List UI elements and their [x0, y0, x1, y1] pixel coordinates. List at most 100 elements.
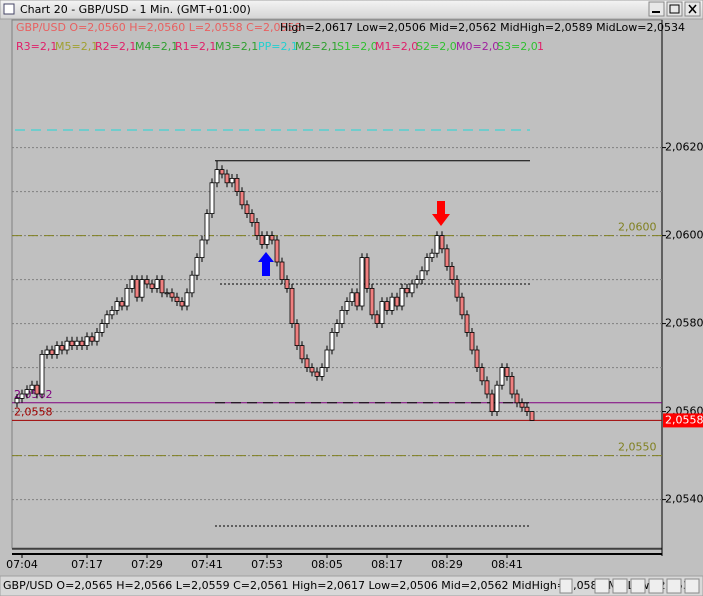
candle-body — [464, 314, 470, 333]
y-tick-label: 2,0540 — [665, 493, 703, 506]
candle-body — [124, 287, 130, 307]
candle-body — [219, 169, 225, 175]
candle-body — [109, 309, 115, 316]
candle-body — [489, 393, 495, 413]
x-tick-label: 08:29 — [431, 558, 463, 571]
candle-body — [214, 169, 220, 184]
candle-body — [384, 301, 390, 311]
candle-body — [454, 279, 460, 298]
candle-body — [99, 323, 105, 333]
last-price-label: 2,0558 — [665, 413, 703, 426]
status-buttons[interactable] — [559, 578, 700, 594]
candle-body — [514, 393, 520, 404]
pivot-label: 1 — [537, 40, 544, 53]
candle-body — [459, 296, 465, 316]
maximize-button[interactable] — [666, 1, 683, 17]
toolbar-button[interactable] — [684, 578, 700, 594]
candle-body — [309, 367, 315, 373]
toolbar-button[interactable] — [612, 578, 628, 594]
candle-body — [299, 345, 305, 360]
pivot-label: M5=2,1 — [55, 40, 98, 53]
toolbar-button[interactable] — [666, 578, 682, 594]
candle-body — [114, 301, 120, 311]
candle-body — [484, 380, 490, 395]
status-text: GBP/USD O=2,0565 H=2,0566 L=2,0559 C=2,0… — [3, 579, 697, 592]
candle-body — [69, 340, 75, 347]
candle-body — [519, 402, 525, 408]
candle-body — [374, 314, 380, 324]
candle-body — [229, 177, 235, 184]
candle-body — [144, 279, 150, 285]
toolbar-button[interactable] — [648, 578, 664, 594]
candle-body — [294, 323, 300, 347]
pivot-label: M4=2,1 — [135, 40, 178, 53]
candle-body — [149, 283, 155, 289]
pivot-label: S2=2,0 — [416, 40, 457, 53]
candle-body — [334, 323, 340, 333]
candle-body — [424, 257, 430, 272]
candle-body — [284, 279, 290, 289]
y-tick-label: 2,0620 — [665, 141, 703, 154]
pivot-label: S3=2,0 — [497, 40, 538, 53]
candle-body — [449, 265, 455, 280]
day-stats: High=2,0617 Low=2,0506 Mid=2,0562 MidHig… — [280, 21, 685, 34]
candle-body — [339, 309, 345, 324]
candle-body — [74, 340, 80, 347]
candle-body — [139, 279, 145, 298]
marks: 2,06202,06002,05802,05602,0540R3=2,1M5=2… — [6, 40, 703, 571]
candle-body — [249, 213, 255, 223]
x-tick-label: 07:41 — [191, 558, 223, 571]
candle-body — [54, 345, 60, 355]
y-tick-label: 2,0580 — [665, 317, 703, 330]
candle-body — [359, 257, 365, 307]
pivot-label: M2=2,1 — [295, 40, 338, 53]
pivot-label: M1=2,0 — [375, 40, 418, 53]
candle-body — [34, 384, 40, 395]
candle-body — [204, 213, 210, 241]
candle-body — [304, 358, 310, 368]
candle-body — [404, 287, 410, 294]
pivot-label: M0=2,0 — [456, 40, 499, 53]
candle-body — [529, 411, 535, 421]
candle-body — [14, 397, 20, 404]
candle-body — [499, 367, 505, 386]
candle-body — [324, 349, 330, 369]
window-title: Chart 20 - GBP/USD - 1 Min. (GMT+01:00) — [20, 3, 251, 16]
candle-body — [509, 375, 515, 395]
candle-body — [129, 279, 135, 289]
toolbar-button[interactable] — [594, 578, 610, 594]
window-buttons[interactable] — [648, 1, 701, 17]
candle-body — [209, 182, 215, 215]
window-icon — [3, 3, 15, 15]
candle-body — [239, 191, 245, 206]
candle-body — [244, 204, 250, 215]
candle-body — [399, 287, 405, 307]
candle-body — [49, 349, 55, 355]
candle-body — [159, 279, 165, 294]
candle-body — [474, 349, 480, 369]
candle-body — [429, 252, 435, 258]
candle-body — [254, 221, 260, 236]
minimize-button[interactable] — [648, 1, 665, 17]
candle-body — [319, 367, 325, 377]
candle-body — [174, 296, 180, 303]
x-tick-label: 07:17 — [71, 558, 103, 571]
candle-body — [119, 301, 125, 307]
candle-body — [189, 274, 195, 294]
pivot-label: M3=2,1 — [215, 40, 258, 53]
toolbar-button[interactable] — [630, 578, 646, 594]
x-tick-label: 08:17 — [371, 558, 403, 571]
candle-body — [419, 270, 425, 280]
buy-arrow — [258, 252, 274, 276]
candle-body — [479, 367, 485, 382]
scroll-button[interactable] — [559, 578, 573, 594]
y-tick-label: 2,0600 — [665, 229, 703, 242]
level-label: 2,0550 — [618, 441, 657, 454]
candle-body — [414, 279, 420, 285]
candle-body — [504, 367, 510, 377]
candle-body — [164, 292, 170, 295]
symbol-ohlc: GBP/USD O=2,0560 H=2,0560 L=2,0558 C=2,0… — [16, 21, 301, 34]
candle-body — [44, 349, 50, 355]
candle-body — [269, 235, 275, 241]
